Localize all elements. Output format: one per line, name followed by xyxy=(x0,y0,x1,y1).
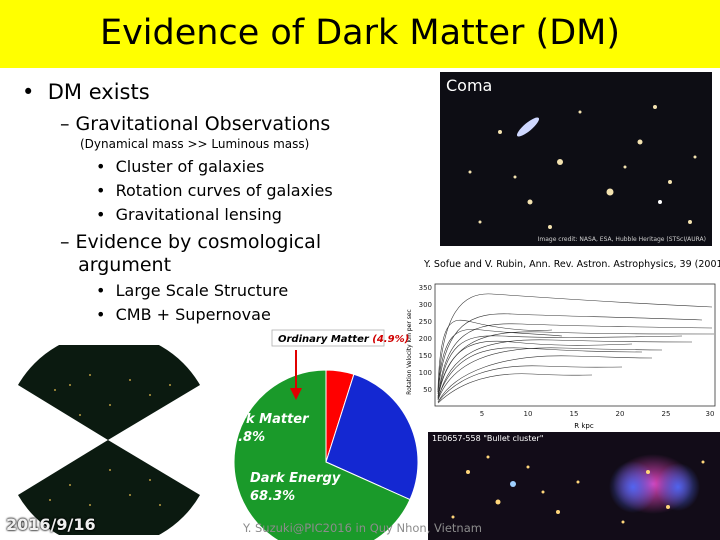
rotation-curves-plot: Rotation Velocity km per sec 350 300 250… xyxy=(402,272,720,434)
title-bar xyxy=(0,0,720,68)
large-scale-structure-image xyxy=(10,345,206,535)
rotation-xtick: 5 xyxy=(480,410,484,418)
bullet-grav-lensing: • Gravitational lensing xyxy=(96,205,282,224)
bullet-rotation-curves: • Rotation curves of galaxies xyxy=(96,181,333,200)
slide-date: 2016/9/16 xyxy=(6,515,96,534)
ordinary-matter-box xyxy=(271,329,385,347)
rotation-ytick: 300 xyxy=(419,301,432,309)
bullet-dm-exists: • DM exists xyxy=(22,80,150,104)
coma-starfield xyxy=(468,105,697,229)
slide-title: Evidence of Dark Matter (DM) xyxy=(99,13,621,53)
rotation-xlabel: R kpc xyxy=(574,422,594,430)
dark-energy-value: 68.3% xyxy=(250,489,295,504)
bullet-item-text: Rotation curves of galaxies xyxy=(115,181,333,200)
bullet-cluster-label: 1E0657-558 "Bullet cluster" xyxy=(432,434,544,443)
pie-slice-dark-energy xyxy=(233,369,411,540)
ordinary-matter-arrow xyxy=(290,388,302,400)
rotation-xtick: 20 xyxy=(616,410,625,418)
bullet-item-text: Cluster of galaxies xyxy=(115,157,265,176)
dark-matter-value: 26.8% xyxy=(220,430,265,445)
ordinary-matter-name: Ordinary Matter xyxy=(278,334,370,345)
bullet-item-text: Large Scale Structure xyxy=(115,281,289,300)
energy-budget-pie-chart: Ordinary Matter (4.9%) Dark Matter 26.8%… xyxy=(220,329,419,540)
rotation-xtick: 30 xyxy=(706,410,715,418)
ordinary-matter-label: Ordinary Matter (4.9%) xyxy=(278,334,409,345)
bullet-lss: • Large Scale Structure xyxy=(96,281,289,300)
rotation-xtick: 15 xyxy=(570,410,579,418)
coma-cluster-image: Coma Image credit: NASA, ESA, Hubble Her… xyxy=(440,72,712,246)
bullet-cluster-of-galaxies: • Cluster of galaxies xyxy=(96,157,265,176)
bullet-cluster-image: 1E0657-558 "Bullet cluster" xyxy=(428,432,720,540)
bullet-dm-exists-text: DM exists xyxy=(47,80,150,104)
lss-survey-wedges xyxy=(18,345,200,535)
pie-slices xyxy=(233,369,419,540)
bullet-cluster-starfield xyxy=(451,454,705,524)
bullet-item-text: CMB + Supernovae xyxy=(115,305,271,324)
bullet-grav-obs-text: Gravitational Observations xyxy=(75,113,331,135)
rotation-xtick: 25 xyxy=(662,410,671,418)
rotation-xtick: 10 xyxy=(524,410,533,418)
bullet-cmb: • CMB + Supernovae xyxy=(96,305,271,324)
rotation-curves xyxy=(437,293,715,404)
bullet-grav-obs: – Gravitational Observations xyxy=(60,113,331,135)
grav-note: (Dynamical mass >> Luminous mass) xyxy=(80,137,310,151)
dark-energy-name: Dark Energy xyxy=(250,471,341,486)
rotation-ytick: 200 xyxy=(419,335,432,343)
citation: Y. Sofue and V. Rubin, Ann. Rev. Astron.… xyxy=(424,259,720,270)
coma-credit: Image credit: NASA, ESA, Hubble Heritage… xyxy=(537,236,706,243)
bullet-cosmo-line2: argument xyxy=(78,254,172,276)
coma-label: Coma xyxy=(446,76,493,95)
rotation-axes xyxy=(434,283,716,407)
rotation-ytick: 250 xyxy=(419,318,432,326)
rotation-ytick: 350 xyxy=(419,284,432,292)
dark-matter-name: Dark Matter xyxy=(220,412,310,427)
bullet-cosmological: – Evidence by cosmological argument xyxy=(60,231,322,276)
bullet-item-text: Gravitational lensing xyxy=(115,205,282,224)
rotation-ytick: 100 xyxy=(419,369,432,377)
rotation-ylabel: Rotation Velocity km per sec xyxy=(406,309,413,395)
ordinary-matter-value: (4.9%) xyxy=(372,334,409,345)
pie-slice-dark-matter xyxy=(325,373,419,501)
slide-footer: Y. Suzuki@PIC2016 in Quy Nhon, Vietnam xyxy=(243,521,482,535)
rotation-ytick: 50 xyxy=(423,386,432,394)
bullet-cosmo-line1: Evidence by cosmological xyxy=(75,231,322,253)
rotation-ytick: 150 xyxy=(419,352,432,360)
